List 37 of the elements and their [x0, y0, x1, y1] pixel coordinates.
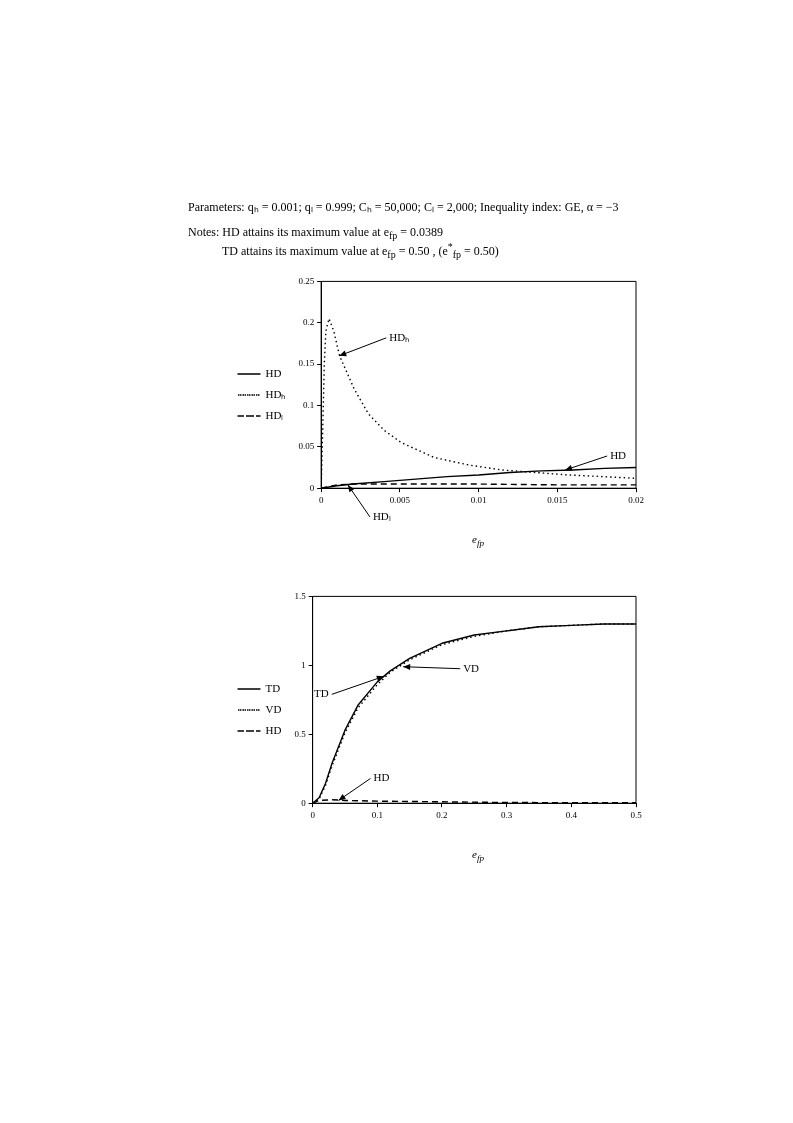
x-tick-label: 0.1 — [371, 809, 383, 820]
x-tick-label: 0.02 — [628, 494, 644, 505]
annotation: HDₕ — [389, 330, 410, 343]
annotation: HD — [610, 448, 627, 461]
annotation: TD — [314, 687, 329, 700]
y-tick-label: 0.05 — [298, 440, 315, 451]
x-axis-title: e$_{fp}$ — [471, 532, 485, 548]
text: Notes: HD attains its maximum value at e$_{fp}$ = 0.0389 — [188, 225, 445, 242]
y-tick-label: 1.5 — [294, 590, 307, 601]
legend-label: HDₕ — [265, 387, 286, 400]
y-tick-label: 0 — [309, 482, 315, 493]
legend-label: HD — [265, 366, 282, 379]
annotation: HD — [373, 771, 390, 784]
x-tick-label: 0.01 — [470, 494, 487, 505]
legend-label: HDₗ — [265, 408, 284, 421]
x-tick-label: 0.4 — [565, 809, 578, 820]
legend-label: TD — [265, 681, 281, 694]
x-axis-title: e$_{fp}$ — [471, 847, 485, 864]
x-tick-label: 0 — [318, 494, 324, 505]
y-tick-label: 0.1 — [302, 399, 315, 410]
legend-label: VD — [265, 702, 282, 715]
x-tick-label: 0.5 — [630, 809, 643, 820]
x-tick-label: 0.005 — [389, 494, 411, 505]
y-tick-label: 0.25 — [298, 275, 315, 286]
y-tick-label: 0.5 — [294, 728, 307, 739]
x-tick-label: 0.015 — [547, 494, 568, 505]
annotation: VD — [463, 661, 480, 674]
y-tick-label: 1 — [301, 659, 306, 670]
annotation: HDₗ — [372, 509, 391, 522]
y-tick-label: 0.2 — [302, 316, 315, 327]
y-tick-label: 0.15 — [298, 358, 315, 369]
x-tick-label: 0.2 — [436, 809, 448, 820]
chart-title: Parameters: qₕ = 0.001; qₗ = 0.999; Cₕ = 50,000; Cₗ = 2,000; Inequality index: GE, α = −3 — [188, 199, 620, 215]
x-tick-label: 0.3 — [501, 809, 513, 820]
text: TD attains its maximum value at e$_{fp}$ = 0.50 , (e$^{*}$$_{fp}$ = 0.50) — [221, 241, 500, 261]
y-tick-label: 0 — [301, 797, 307, 808]
legend-label: HD — [265, 723, 282, 736]
